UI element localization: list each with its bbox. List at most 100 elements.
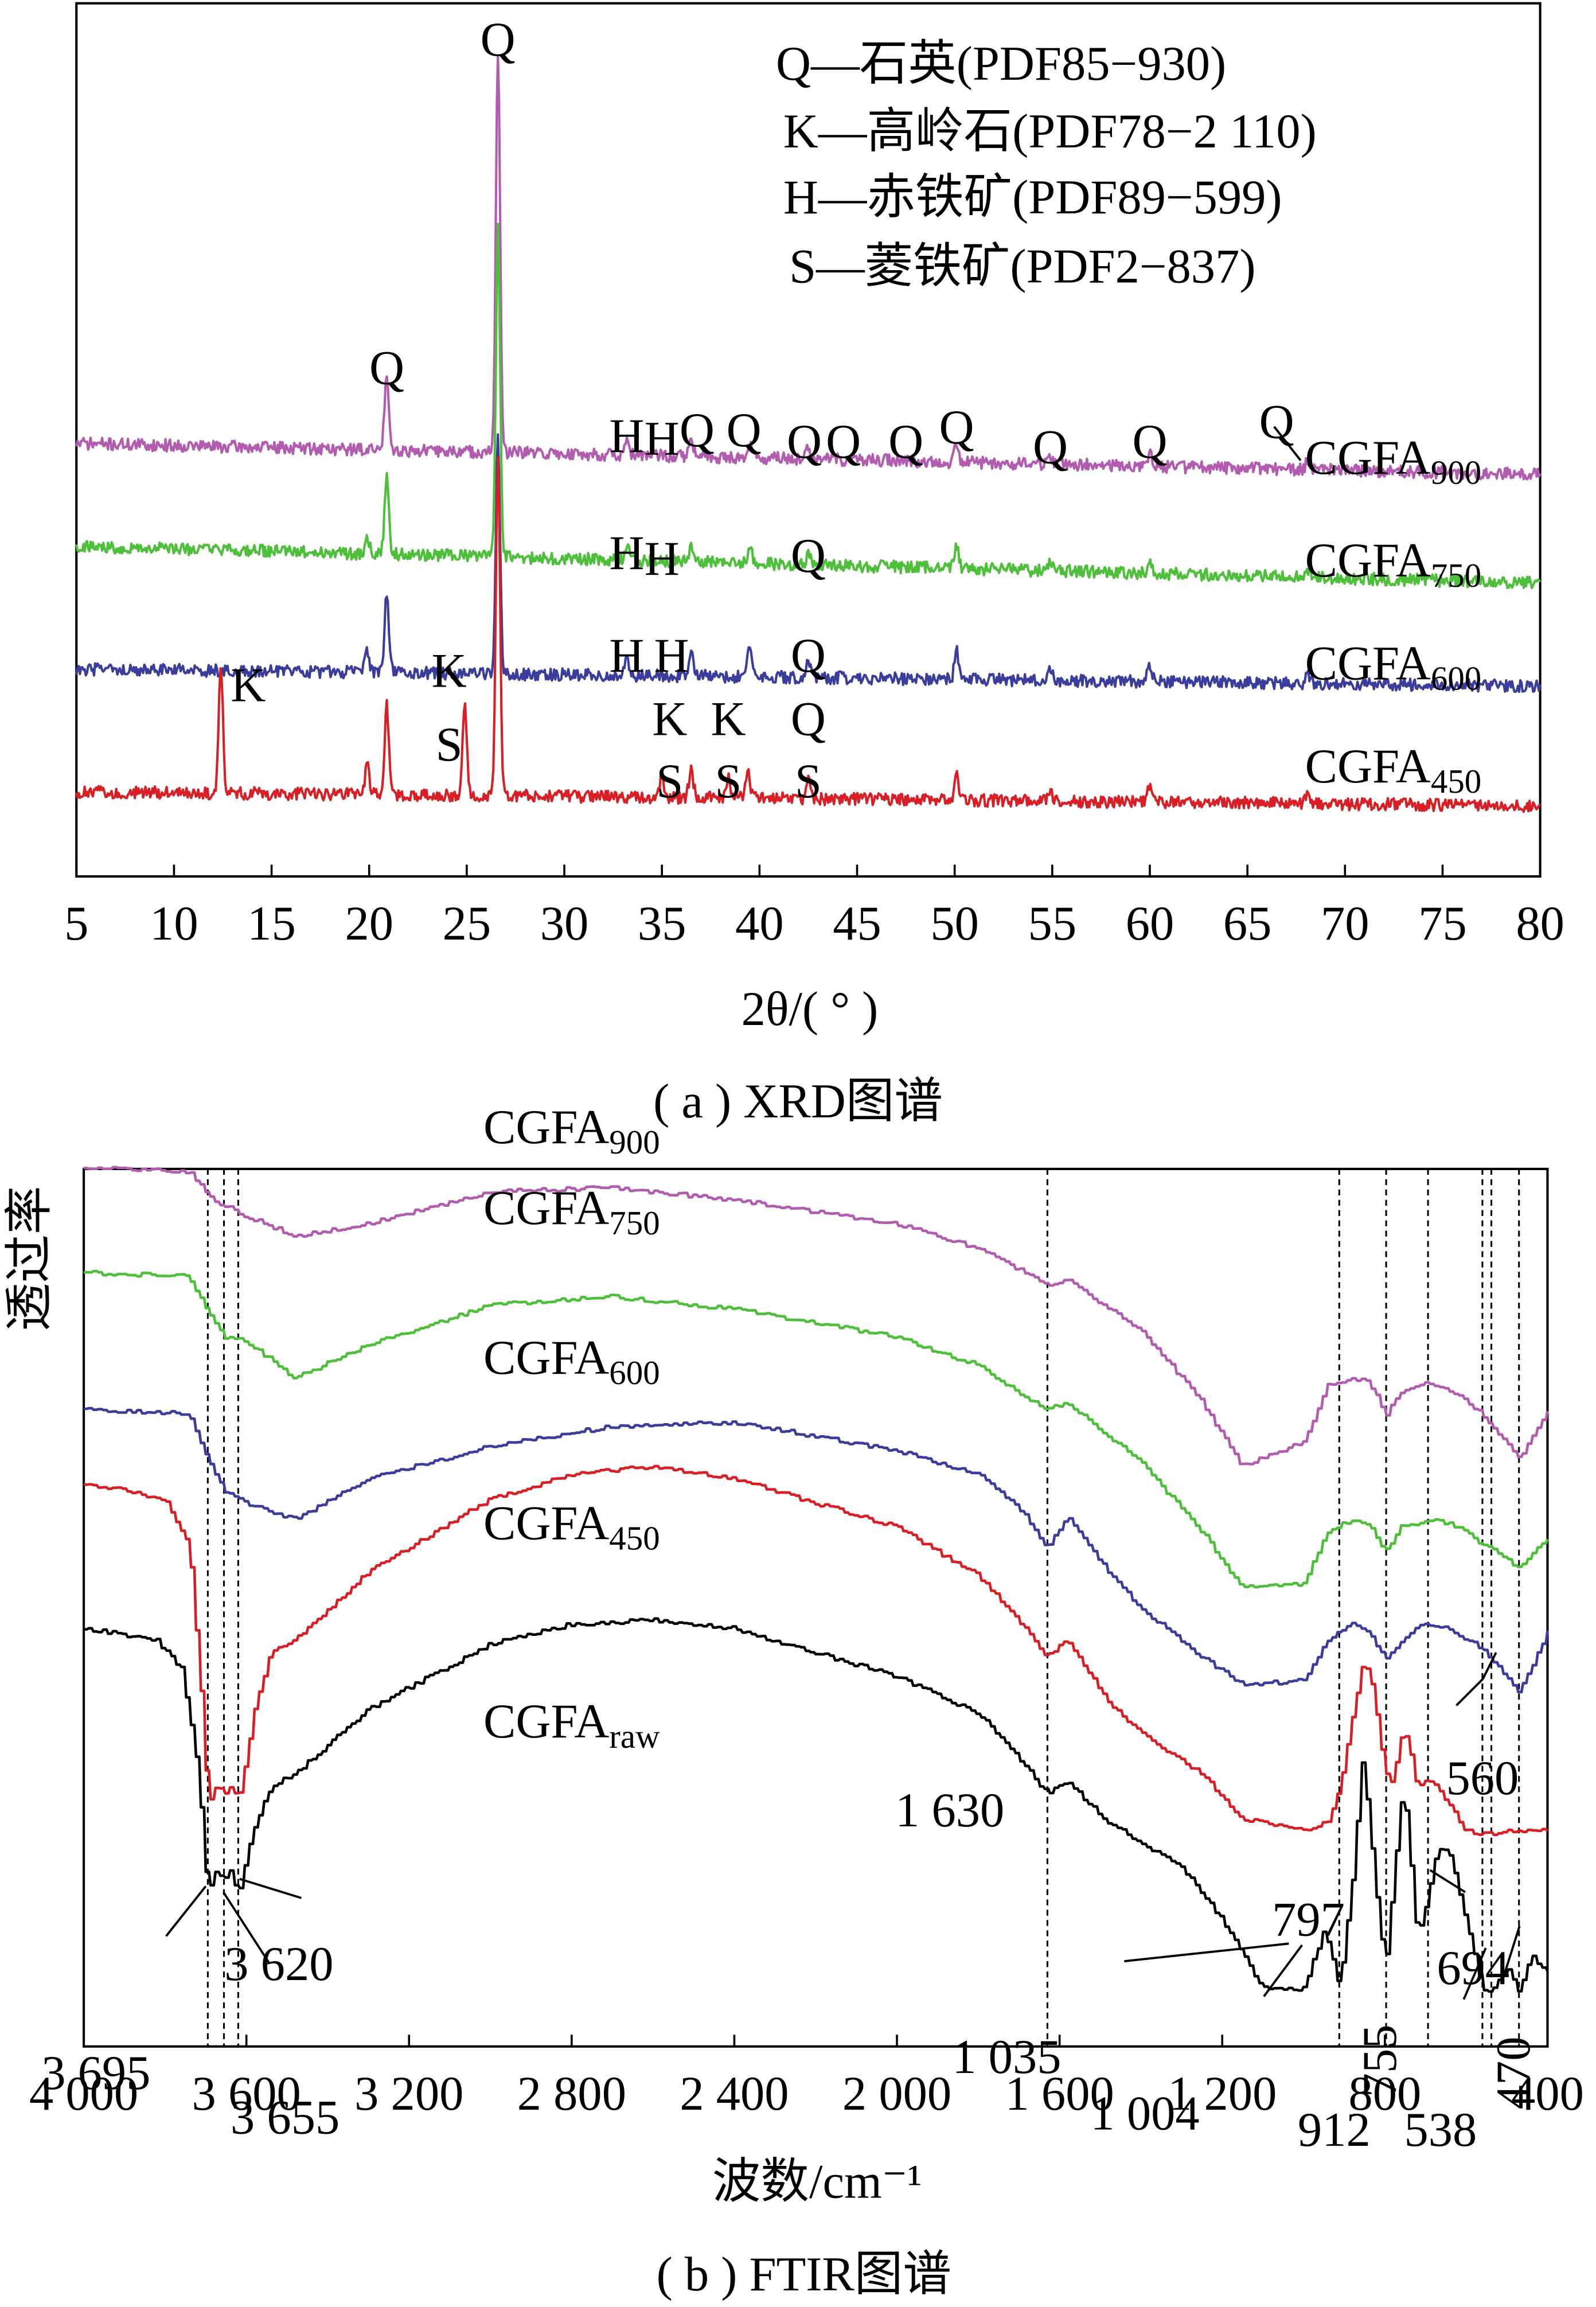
xrd-peak-label-24: K [711, 693, 746, 746]
xrd-series-label-cgfa450-subscript: 450 [1431, 762, 1481, 800]
ftir-band-label-3-695: 3 695 [41, 2047, 150, 2100]
xrd-peak-label-20: K [432, 645, 467, 698]
xrd-x-tick-label-5: 5 [64, 897, 88, 950]
xrd-x-tick-label-80: 80 [1516, 897, 1564, 950]
xrd-peak-label-16: H [609, 629, 644, 683]
leader-694 [1429, 1869, 1466, 1893]
xrd-series-label-cgfa750-subscript: 750 [1431, 556, 1481, 594]
ftir-series-label-cgfa450-subscript: 450 [609, 1519, 660, 1557]
xrd-peak-label-21: S [436, 718, 463, 771]
ftir-band-label-694: 694 [1437, 1942, 1509, 1995]
ftir-series-label-cgfa600-base: CGFA [483, 1331, 609, 1385]
leader-3620 [239, 1877, 302, 1899]
ftir-series-cgfa600 [84, 1406, 1549, 1694]
ftir-series-label-cgfa900-subscript: 900 [609, 1123, 660, 1161]
ftir-x-axis: 4 000 3 600 3 200 2 800 2 400 2 000 1 600 1 200… [29, 2035, 1584, 2121]
leader-3695 [165, 1885, 207, 1937]
ftir-y-axis-label: 透过率 [3, 1186, 56, 1331]
xrd-peak-label-27: S [795, 755, 822, 808]
ftir-band-label-1-035: 1 035 [952, 2031, 1061, 2084]
xrd-x-tick-label-45: 45 [833, 897, 881, 950]
ftir-series-label-cgfa450-base: CGFA [483, 1497, 609, 1550]
xrd-series-label-cgfa900-base: CGFA [1305, 431, 1431, 485]
xrd-x-tick-label-75: 75 [1418, 897, 1467, 950]
ftir-series-cgfaraw [84, 1617, 1549, 1993]
xrd-peak-label-22: K [652, 693, 687, 746]
xrd-x-tick-label-30: 30 [540, 897, 589, 950]
ftir-x-tick-label-400: 400 [1511, 2067, 1584, 2121]
ftir-series-label-cgfa900-base: CGFA [483, 1101, 609, 1154]
xrd-peak-label-14: H [645, 532, 680, 586]
ftir-band-label-470: 470 [1487, 2037, 1540, 2110]
xrd-plot-frame [75, 2, 1542, 878]
leader-1004 [1263, 1944, 1304, 1997]
ftir-x-tick-label-4000: 4 000 [29, 2067, 138, 2121]
ftir-x-tick-label-1600: 1 600 [1005, 2067, 1114, 2121]
ftir-series-label-cgfa600-subscript: 600 [609, 1354, 660, 1392]
xrd-legend-entry-q: Q—石英(PDF85−930) [776, 37, 1226, 91]
ftir-series-label-cgfa750-base: CGFA [483, 1182, 609, 1235]
xrd-x-tick-label-35: 35 [638, 897, 686, 950]
xrd-peak-label-26: Q [791, 693, 826, 746]
ftir-series-label-cgfa750: CGFA750 [483, 1182, 660, 1242]
leader-538 [1462, 1947, 1487, 2000]
xrd-x-tick-label-55: 55 [1028, 897, 1077, 950]
xrd-peak-label-0: Q [481, 13, 516, 67]
leader-3655 [222, 1891, 270, 1963]
xrd-series-label-cgfa600-subscript: 600 [1431, 659, 1481, 697]
xrd-series-cgfa600 [75, 433, 1542, 693]
xrd-x-tick-label-40: 40 [735, 897, 784, 950]
xrd-series-cgfa900 [75, 54, 1542, 481]
ftir-x-tick-label-800: 800 [1348, 2067, 1421, 2121]
ftir-series-group [84, 1166, 1549, 1993]
xrd-x-tick-label-60: 60 [1126, 897, 1174, 950]
xrd-legend: Q—石英(PDF85−930) K—高岭石(PDF78−2 110) H—赤铁矿… [776, 37, 1317, 294]
ftir-x-tick-label-3200: 3 200 [354, 2067, 463, 2121]
ftir-series-label-cgfa600: CGFA600 [483, 1331, 660, 1392]
xrd-peak-label-4: Q [680, 404, 715, 457]
xrd-peak-label-18: Q [791, 629, 826, 683]
ftir-x-tick-label-2000: 2 000 [842, 2067, 951, 2121]
ftir-series-label-cgfaraw: CGFAraw [483, 1695, 660, 1755]
xrd-peak-label-23: S [656, 755, 683, 808]
xrd-peak-label-13: H [609, 527, 644, 580]
xrd-peak-label-15: Q [791, 529, 826, 583]
xrd-peak-label-2: H [609, 410, 644, 463]
xrd-x-tick-label-20: 20 [345, 897, 393, 950]
xrd-legend-entry-h: H—赤铁矿(PDF89−599) [783, 171, 1282, 224]
ftir-band-label-3-620: 3 620 [224, 1938, 333, 1991]
xrd-series-label-cgfa450: CGFA450 [1305, 740, 1482, 800]
xrd-series-cgfa750 [75, 223, 1542, 590]
xrd-peak-label-9: Q [939, 401, 974, 454]
ftir-plot-frame [83, 1167, 1549, 2048]
xrd-series-label-cgfa600: CGFA600 [1305, 637, 1482, 697]
xrd-peak-label-12: Q [1259, 395, 1294, 449]
xrd-series-label-cgfa900-subscript: 900 [1431, 454, 1481, 492]
ftir-band-label-538: 538 [1404, 2103, 1477, 2157]
ftir-annotation-leaders [165, 1652, 1521, 2000]
xrd-x-tick-label-65: 65 [1223, 897, 1272, 950]
ftir-series-label-cgfaraw-subscript: raw [609, 1717, 660, 1755]
xrd-series-labels: CGFA900 CGFA750 CGFA600 CGFA450 [1305, 431, 1482, 800]
ftir-subtitle: ( b ) FTIR图谱 [657, 2248, 951, 2301]
ftir-reference-lines [206, 1168, 1520, 2047]
xrd-x-tick-label-15: 15 [247, 897, 296, 950]
ftir-x-tick-label-2800: 2 800 [517, 2067, 626, 2121]
xrd-x-tick-label-50: 50 [930, 897, 979, 950]
xrd-peak-label-5: Q [727, 404, 762, 457]
leader-560 [1455, 1678, 1484, 1706]
leader-1035 [1124, 1942, 1289, 1963]
ftir-band-label-3-655: 3 655 [231, 2091, 340, 2145]
xrd-series-label-cgfa750: CGFA750 [1305, 534, 1482, 594]
ftir-series-label-cgfa900: CGFA900 [483, 1101, 660, 1161]
xrd-x-axis-label: 2θ/( ° ) [742, 983, 879, 1036]
xrd-x-tick-label-10: 10 [150, 897, 198, 950]
xrd-peak-label-19: K [231, 658, 266, 712]
ftir-band-label-912: 912 [1298, 2103, 1371, 2157]
xrd-peak-label-1: Q [369, 341, 404, 395]
xrd-subtitle: ( a ) XRD图谱 [653, 1075, 943, 1128]
ftir-band-label-1-004: 1 004 [1090, 2087, 1199, 2141]
